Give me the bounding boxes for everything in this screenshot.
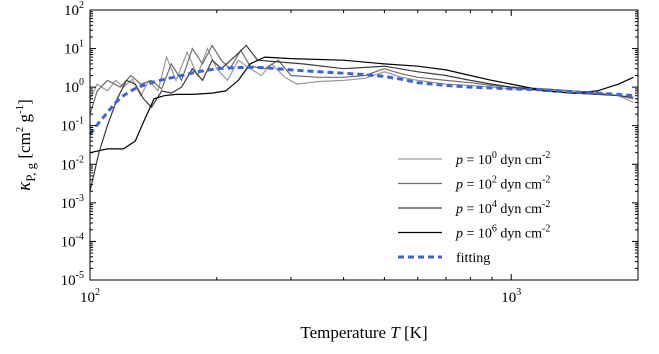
legend-label: p = 104 dyn cm-2 (455, 199, 550, 217)
y-tick-labels: 10-5 10-4 10-3 10-2 10-1 100 101 102 (61, 0, 84, 289)
y-tick-label: 10-5 (61, 270, 84, 289)
y-tick-label: 100 (64, 77, 84, 96)
x-tick-label: 102 (80, 287, 100, 306)
plot-frame (90, 10, 638, 280)
y-tick-label: 10-3 (61, 193, 84, 212)
legend-label: p = 106 dyn cm-2 (455, 224, 550, 242)
y-tick-label: 10-4 (61, 231, 84, 250)
series-line (90, 46, 633, 115)
legend-label: p = 100 dyn cm-2 (455, 150, 550, 168)
legend-label: p = 102 dyn cm-2 (455, 175, 550, 193)
legend-label: fitting (456, 251, 490, 266)
ticks-layer (90, 10, 638, 280)
legend: p = 100 dyn cm-2 p = 102 dyn cm-2 p = 104 … (398, 150, 550, 266)
series-line (90, 46, 633, 192)
series-line (90, 57, 633, 153)
series-layer (90, 46, 633, 192)
y-tick-label: 102 (64, 0, 84, 19)
y-tick-label: 101 (64, 39, 84, 58)
x-axis-title: Temperature T [K] (300, 323, 427, 342)
y-tick-label: 10-1 (61, 116, 84, 135)
series-line (90, 67, 633, 134)
x-tick-label: 103 (501, 287, 521, 306)
y-axis-title: κP, g [cm2 g-1] (14, 99, 38, 191)
y-tick-label: 10-2 (61, 154, 84, 173)
x-tick-labels: 102 103 (80, 287, 521, 306)
